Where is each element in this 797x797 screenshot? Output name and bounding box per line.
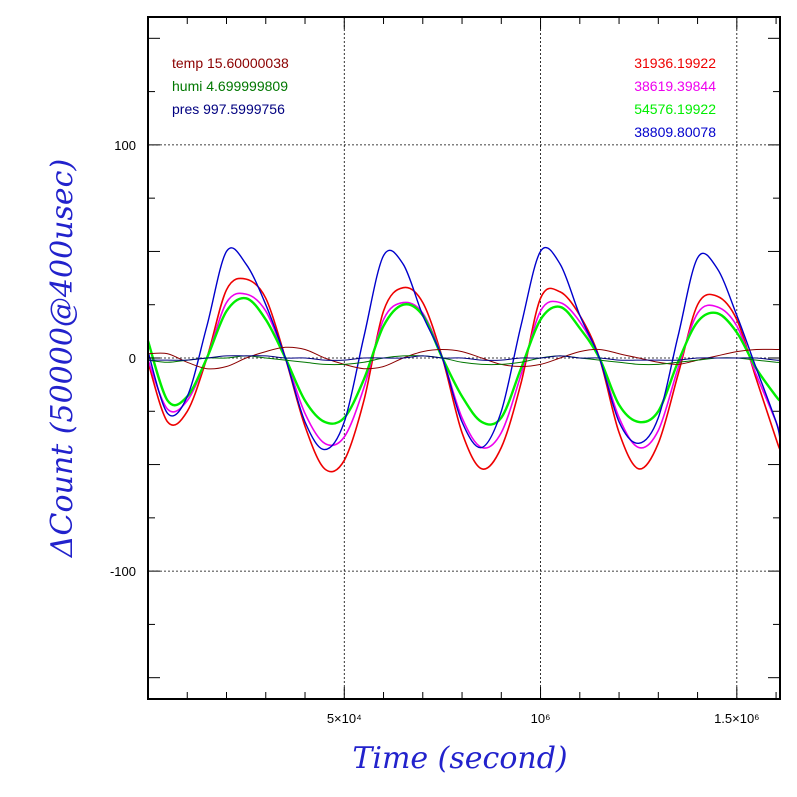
y-tick-label: 100	[114, 138, 136, 153]
legend-entry: temp 15.60000038	[172, 55, 289, 71]
series-line	[147, 355, 781, 366]
x-axis-title: Time (second)	[352, 741, 567, 776]
x-tick-label: 5×10⁴	[327, 711, 362, 726]
y-axis-title: ΔCount (50000@400usec)	[45, 159, 80, 558]
legend-entry: humi 4.699999809	[172, 78, 288, 94]
ticks: 100 0 -100 5×10⁴ 10⁶ 1.5×10⁶	[110, 17, 780, 726]
legend: temp 15.60000038 humi 4.699999809 pres 997…	[172, 55, 716, 140]
legend-entry: 31936.19922	[634, 55, 716, 71]
legend-entry: pres 997.5999756	[172, 101, 285, 117]
legend-entry: 38809.80078	[634, 124, 716, 140]
legend-entry: 54576.19922	[634, 101, 716, 117]
x-tick-label: 1.5×10⁶	[714, 711, 759, 726]
series-line	[147, 246, 781, 451]
series-lines	[146, 246, 781, 473]
legend-entry: 38619.39844	[634, 78, 716, 94]
series-line	[148, 355, 781, 361]
series-line	[147, 346, 780, 370]
y-tick-label: -100	[110, 564, 136, 579]
x-tick-label: 10⁶	[531, 711, 551, 726]
series-line	[146, 296, 781, 426]
y-tick-label: 0	[129, 351, 136, 366]
